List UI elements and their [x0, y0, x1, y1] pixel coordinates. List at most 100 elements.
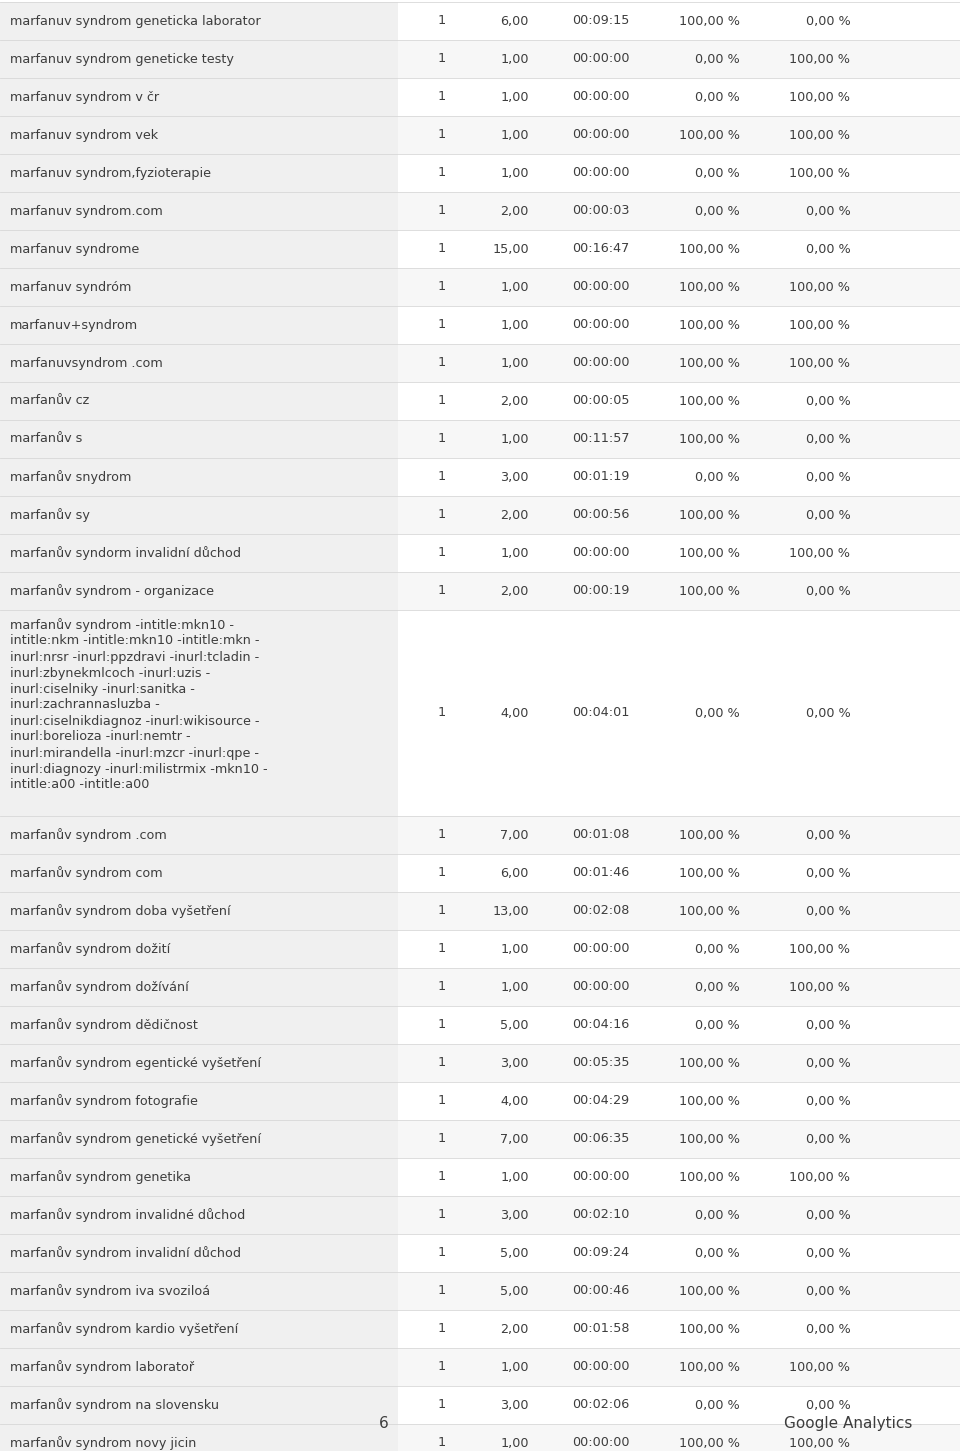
Bar: [0, 41, 398, 78]
Text: 1: 1: [437, 1322, 445, 1335]
Text: 1,00: 1,00: [500, 432, 529, 445]
Text: marfanův syndrom na slovensku: marfanův syndrom na slovensku: [10, 1397, 219, 1412]
Text: 6,00: 6,00: [500, 15, 529, 28]
Bar: [398, 1006, 960, 1045]
Text: marfanův syndorm invalidní důchod: marfanův syndorm invalidní důchod: [10, 546, 241, 560]
Text: 00:00:00: 00:00:00: [572, 943, 630, 956]
Text: 100,00 %: 100,00 %: [679, 1284, 740, 1297]
Text: 100,00 %: 100,00 %: [789, 129, 851, 142]
Text: inurl:mirandella -inurl:mzcr -inurl:qpe -: inurl:mirandella -inurl:mzcr -inurl:qpe …: [10, 746, 258, 759]
Text: 100,00 %: 100,00 %: [789, 1171, 851, 1184]
Text: 00:00:05: 00:00:05: [572, 395, 630, 408]
Text: 00:04:01: 00:04:01: [572, 707, 630, 720]
Text: 100,00 %: 100,00 %: [679, 904, 740, 917]
Bar: [0, 1158, 398, 1196]
Text: 1: 1: [437, 470, 445, 483]
Bar: [0, 1348, 398, 1386]
Bar: [0, 1045, 398, 1082]
Text: 1,00: 1,00: [500, 547, 529, 560]
Text: 100,00 %: 100,00 %: [789, 1361, 851, 1374]
Text: marfanův syndrom kardio vyšetření: marfanův syndrom kardio vyšetření: [10, 1322, 238, 1336]
Text: 1: 1: [437, 1436, 445, 1450]
Text: 1: 1: [437, 167, 445, 180]
Text: 0,00 %: 0,00 %: [805, 1132, 851, 1145]
Text: 0,00 %: 0,00 %: [805, 1094, 851, 1107]
Bar: [398, 855, 960, 892]
Text: Google Analytics: Google Analytics: [783, 1416, 912, 1431]
Text: 00:00:46: 00:00:46: [572, 1284, 630, 1297]
Text: 100,00 %: 100,00 %: [679, 1171, 740, 1184]
Text: 00:16:47: 00:16:47: [572, 242, 630, 255]
Text: intitle:a00 -intitle:a00: intitle:a00 -intitle:a00: [10, 779, 149, 791]
Text: 100,00 %: 100,00 %: [789, 547, 851, 560]
Bar: [0, 231, 398, 268]
Text: 100,00 %: 100,00 %: [789, 357, 851, 370]
Bar: [0, 268, 398, 306]
Text: intitle:nkm -intitle:mkn10 -intitle:mkn -: intitle:nkm -intitle:mkn10 -intitle:mkn …: [10, 634, 259, 647]
Text: 1: 1: [437, 1284, 445, 1297]
Text: marfanův syndrom doba vyšetření: marfanův syndrom doba vyšetření: [10, 904, 230, 918]
Text: 4,00: 4,00: [500, 1094, 529, 1107]
Text: inurl:zbynekmlcoch -inurl:uzis -: inurl:zbynekmlcoch -inurl:uzis -: [10, 666, 210, 679]
Text: 00:02:10: 00:02:10: [572, 1209, 630, 1222]
Text: marfanův syndrom dědičnost: marfanův syndrom dědičnost: [10, 1019, 198, 1032]
Text: 1: 1: [437, 1209, 445, 1222]
Text: 0,00 %: 0,00 %: [695, 943, 740, 956]
Bar: [0, 1386, 398, 1423]
Bar: [398, 344, 960, 382]
Text: 00:00:00: 00:00:00: [572, 280, 630, 293]
Text: 00:00:00: 00:00:00: [572, 167, 630, 180]
Text: 00:00:00: 00:00:00: [572, 1436, 630, 1450]
Text: 0,00 %: 0,00 %: [805, 1056, 851, 1069]
Bar: [0, 534, 398, 572]
Text: marfanův s: marfanův s: [10, 432, 82, 445]
Text: marfanův syndrom laboratoř: marfanův syndrom laboratoř: [10, 1360, 194, 1374]
Bar: [398, 968, 960, 1006]
Text: 100,00 %: 100,00 %: [679, 547, 740, 560]
Text: 15,00: 15,00: [492, 242, 529, 255]
Text: 5,00: 5,00: [500, 1019, 529, 1032]
Text: 1,00: 1,00: [500, 1171, 529, 1184]
Text: 0,00 %: 0,00 %: [805, 866, 851, 879]
Text: 100,00 %: 100,00 %: [679, 15, 740, 28]
Text: 0,00 %: 0,00 %: [805, 1209, 851, 1222]
Text: 6,00: 6,00: [500, 866, 529, 879]
Text: 0,00 %: 0,00 %: [695, 707, 740, 720]
Bar: [0, 496, 398, 534]
Bar: [398, 534, 960, 572]
Text: 00:04:16: 00:04:16: [572, 1019, 630, 1032]
Text: 00:00:00: 00:00:00: [572, 52, 630, 65]
Text: marfanův syndrom -intitle:mkn10 -: marfanův syndrom -intitle:mkn10 -: [10, 618, 233, 633]
Text: 1: 1: [437, 1399, 445, 1412]
Bar: [0, 815, 398, 855]
Text: 0,00 %: 0,00 %: [805, 470, 851, 483]
Text: 00:00:00: 00:00:00: [572, 547, 630, 560]
Bar: [0, 892, 398, 930]
Text: 1: 1: [437, 395, 445, 408]
Text: 00:00:00: 00:00:00: [572, 319, 630, 331]
Bar: [398, 815, 960, 855]
Text: 100,00 %: 100,00 %: [679, 1094, 740, 1107]
Text: 0,00 %: 0,00 %: [695, 1209, 740, 1222]
Text: 2,00: 2,00: [500, 395, 529, 408]
Bar: [398, 1310, 960, 1348]
Text: 1: 1: [437, 319, 445, 331]
Text: 00:02:06: 00:02:06: [572, 1399, 630, 1412]
Text: 1: 1: [437, 52, 445, 65]
Text: 0,00 %: 0,00 %: [805, 432, 851, 445]
Bar: [0, 154, 398, 192]
Text: 00:01:58: 00:01:58: [572, 1322, 630, 1335]
Text: marfanuv+syndrom: marfanuv+syndrom: [10, 319, 138, 331]
Bar: [398, 930, 960, 968]
Bar: [398, 192, 960, 231]
Text: 1: 1: [437, 866, 445, 879]
Text: 3,00: 3,00: [500, 470, 529, 483]
Text: 00:00:00: 00:00:00: [572, 357, 630, 370]
Text: marfanův syndrom invalidní důchod: marfanův syndrom invalidní důchod: [10, 1246, 241, 1259]
Bar: [398, 116, 960, 154]
Text: marfanuv syndrom geneticke testy: marfanuv syndrom geneticke testy: [10, 52, 233, 65]
Text: 100,00 %: 100,00 %: [679, 585, 740, 598]
Text: 0,00 %: 0,00 %: [805, 1019, 851, 1032]
Bar: [398, 1348, 960, 1386]
Bar: [0, 116, 398, 154]
